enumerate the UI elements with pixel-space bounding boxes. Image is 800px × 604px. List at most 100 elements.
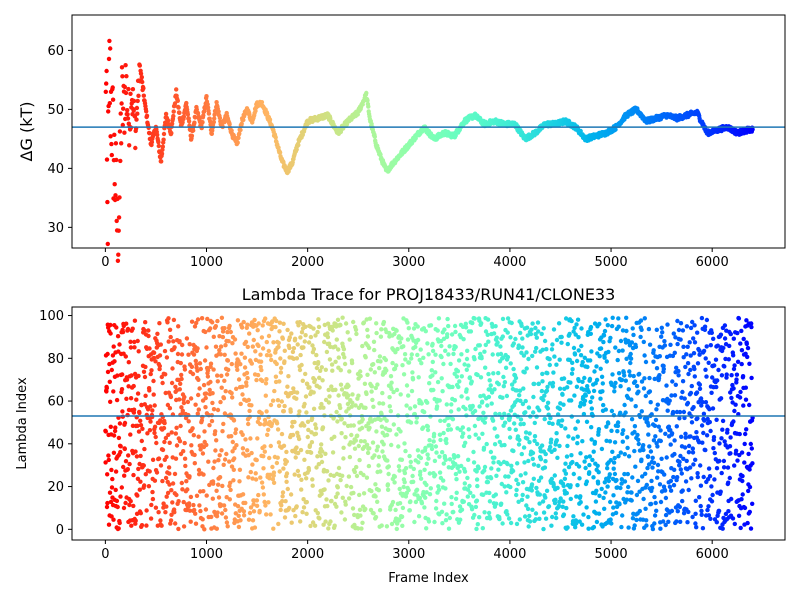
- lambda-point: [693, 511, 698, 516]
- lambda-point: [638, 318, 644, 323]
- lambda-point: [361, 320, 367, 325]
- lambda-point: [299, 487, 304, 492]
- lambda-point: [241, 319, 246, 325]
- lambda-point: [617, 502, 622, 507]
- delta-g-point: [206, 111, 212, 116]
- lambda-point: [212, 459, 217, 464]
- lambda-point: [368, 367, 373, 372]
- lambda-point: [582, 398, 588, 403]
- lambda-point: [261, 492, 266, 497]
- lambda-point: [366, 421, 371, 426]
- lambda-point: [435, 328, 440, 333]
- lambda-point: [249, 361, 254, 366]
- lambda-point: [409, 356, 414, 361]
- lambda-point: [334, 337, 339, 342]
- lambda-point: [353, 438, 358, 443]
- lambda-point: [162, 420, 167, 426]
- lambda-point: [648, 449, 654, 454]
- lambda-point: [183, 463, 188, 469]
- delta-g-point: [133, 145, 138, 151]
- lambda-point: [351, 423, 356, 428]
- lambda-point: [138, 453, 143, 459]
- lambda-point: [233, 511, 238, 516]
- lambda-point: [589, 425, 594, 430]
- lambda-point: [650, 455, 655, 460]
- lambda-point: [256, 492, 261, 498]
- lambda-point: [116, 526, 121, 531]
- delta-g-point: [204, 94, 209, 99]
- lambda-point: [477, 343, 482, 348]
- lambda-point: [435, 379, 441, 385]
- lambda-point: [165, 402, 171, 408]
- lambda-point: [312, 360, 317, 366]
- lambda-point: [192, 324, 198, 329]
- lambda-point: [533, 325, 538, 331]
- lambda-point: [197, 503, 202, 508]
- lambda-point: [278, 507, 283, 513]
- delta-g-point: [201, 113, 206, 118]
- delta-g-point: [253, 108, 258, 114]
- lambda-point: [268, 512, 273, 517]
- lambda-point: [442, 327, 447, 332]
- lambda-point: [235, 318, 241, 323]
- lambda-point: [629, 340, 635, 345]
- lambda-point: [674, 424, 679, 429]
- lambda-point: [389, 380, 394, 385]
- lambda-point: [170, 455, 175, 460]
- lambda-point: [448, 427, 454, 432]
- lambda-point: [719, 373, 725, 378]
- lambda-x-axis-label: Frame Index: [388, 571, 469, 586]
- lambda-point: [594, 519, 600, 525]
- delta-g-point: [195, 111, 201, 116]
- lambda-point: [627, 369, 632, 374]
- lambda-point: [706, 466, 712, 471]
- lambda-point: [200, 517, 205, 522]
- lambda-point: [173, 456, 179, 461]
- lambda-point: [177, 387, 182, 392]
- lambda-point: [552, 354, 557, 359]
- delta-g-point: [159, 151, 165, 156]
- lambda-point: [634, 383, 640, 389]
- lambda-point: [195, 346, 200, 351]
- lambda-point: [543, 516, 549, 521]
- lambda-point: [424, 482, 429, 488]
- lambda-point: [278, 356, 283, 361]
- lambda-point: [644, 482, 649, 488]
- lambda-point: [720, 418, 726, 424]
- lambda-point: [384, 524, 390, 529]
- lambda-point: [494, 335, 499, 340]
- lambda-point: [606, 349, 611, 355]
- lambda-point: [443, 486, 448, 491]
- lambda-point: [244, 380, 249, 385]
- lambda-point: [309, 440, 315, 445]
- lambda-point: [608, 335, 613, 341]
- lambda-point: [220, 329, 226, 334]
- lambda-point: [743, 385, 748, 390]
- lambda-point: [125, 326, 131, 332]
- lambda-point: [742, 441, 747, 447]
- lambda-point: [474, 526, 479, 532]
- lambda-point: [357, 492, 362, 498]
- lambda-point: [229, 464, 235, 469]
- lambda-point: [486, 371, 491, 377]
- lambda-point: [112, 359, 117, 364]
- lambda-point: [297, 367, 303, 373]
- lambda-point: [145, 431, 150, 436]
- lambda-point: [193, 521, 199, 526]
- lambda-point: [445, 332, 450, 337]
- lambda-point: [217, 453, 222, 458]
- lambda-point: [672, 393, 678, 398]
- lambda-point: [532, 420, 537, 426]
- lambda-point: [521, 421, 526, 427]
- lambda-point: [404, 383, 410, 388]
- lambda-point: [287, 505, 292, 511]
- lambda-point: [447, 344, 452, 349]
- lambda-point: [749, 324, 754, 330]
- lambda-point: [234, 443, 239, 448]
- lambda-point: [254, 457, 259, 463]
- lambda-point: [433, 370, 438, 375]
- lambda-point: [312, 377, 318, 383]
- lambda-point: [222, 411, 228, 416]
- lambda-point: [554, 362, 559, 367]
